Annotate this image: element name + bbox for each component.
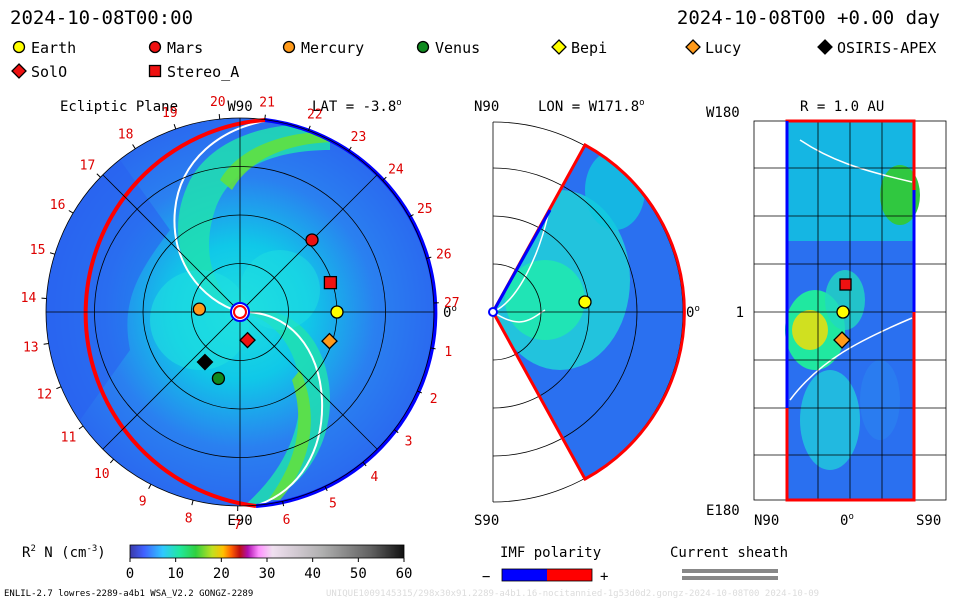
ecliptic-lat-label: LAT = -3.8o	[312, 98, 402, 115]
imf-polarity-legend: IMF polarity − +	[482, 545, 608, 585]
mars-ecliptic-marker	[306, 234, 318, 246]
meridional-panel: LON = W171.8o N90 S90 0o	[474, 98, 700, 529]
venus-ecliptic-marker	[212, 372, 224, 384]
imf-title: IMF polarity	[500, 545, 601, 561]
earth-legend-marker	[14, 42, 25, 53]
stereo-a-ecliptic-marker	[324, 277, 336, 289]
imf-positive-swatch	[547, 569, 592, 581]
sector-number: 4	[370, 470, 378, 485]
stereo-a-legend-label: Stereo_A	[167, 63, 239, 81]
osiris-apex-legend-label: OSIRIS-APEX	[837, 39, 936, 57]
stereo-a-legend-marker	[150, 66, 161, 77]
imf-plus: +	[600, 569, 608, 585]
sector-number: 6	[283, 513, 291, 528]
solo-legend-label: SolO	[31, 63, 67, 81]
sector-number: 24	[388, 162, 404, 177]
bodies-legend: Earth Mars Mercury Venus Bepi Lucy OSIRIS-APEX…	[12, 39, 936, 81]
colorbar-tick-label: 20	[213, 566, 230, 582]
meridional-density-map	[490, 140, 690, 485]
lucy-legend-label: Lucy	[705, 39, 741, 57]
bepi-legend-marker	[552, 40, 566, 54]
radial-earth-marker	[837, 306, 849, 318]
sector-number: 2	[430, 392, 438, 407]
date-left: 2024-10-08T00:00	[10, 7, 193, 29]
colorbar-tick-label: 0	[126, 566, 134, 582]
ecliptic-top-label: W90	[227, 99, 252, 115]
sector-number: 8	[185, 512, 193, 527]
sector-number: 1	[444, 345, 452, 360]
colorbar-tick-label: 50	[350, 566, 367, 582]
sector-number: 23	[351, 130, 367, 145]
sector-number: 17	[80, 159, 96, 174]
sector-number: 16	[50, 198, 66, 213]
footer-right: UNIQUE1009145315/298x30x91.2289-a4b1.16-…	[326, 589, 819, 599]
bepi-legend-label: Bepi	[571, 39, 607, 57]
radial-r-label: R = 1.0 AU	[800, 99, 884, 115]
current-sheath-legend: Current sheath	[670, 545, 788, 580]
meridional-earth-marker	[579, 296, 591, 308]
lucy-legend-marker	[686, 40, 700, 54]
radial-density-map	[785, 121, 920, 500]
sector-number: 19	[162, 106, 178, 121]
ecliptic-panel: Ecliptic Plane LAT = -3.8o W90 E90 0o	[21, 95, 460, 533]
sector-number: 13	[23, 340, 39, 355]
sector-number: 14	[21, 291, 37, 306]
sector-number: 27	[444, 296, 460, 311]
sheath-title: Current sheath	[670, 545, 788, 561]
sector-number: 15	[30, 243, 46, 258]
radial-stereo-a-marker	[840, 279, 851, 290]
meridional-right-label: 0o	[686, 304, 700, 321]
venus-legend-marker	[418, 42, 429, 53]
radial-x-left: N90	[754, 513, 779, 529]
imf-negative-swatch	[502, 569, 547, 581]
meridional-lon-label: LON = W171.8o	[538, 98, 645, 115]
radial-x-right: S90	[916, 513, 941, 529]
sector-number: 10	[94, 467, 110, 482]
colorbar-ticks: 0 10 20 30 40 50 60	[126, 558, 413, 582]
sector-number: 9	[139, 494, 147, 509]
mercury-legend-label: Mercury	[301, 39, 364, 57]
sector-number: 25	[417, 202, 433, 217]
colorbar-tick-label: 30	[259, 566, 276, 582]
radial-y-mid: 1	[736, 305, 744, 321]
colorbar-tick-label: 60	[396, 566, 413, 582]
radial-panel: R = 1.0 AU W180 1 E180 N90 0o S90	[706, 99, 946, 529]
colorbar-tick-label: 10	[167, 566, 184, 582]
sector-number: 5	[329, 497, 337, 512]
imf-minus: −	[482, 569, 490, 585]
earth-legend-label: Earth	[31, 39, 76, 57]
ecliptic-title: Ecliptic Plane	[60, 99, 178, 115]
radial-y-bottom: E180	[706, 503, 740, 519]
mars-legend-label: Mars	[167, 39, 203, 57]
mars-legend-marker	[150, 42, 161, 53]
footer-left: ENLIL-2.7 lowres-2289-a4b1 WSA_V2.2 GONG…	[4, 589, 253, 599]
meridional-bottom-label: S90	[474, 513, 499, 529]
radial-y-top: W180	[706, 105, 740, 121]
radial-grid	[754, 121, 946, 500]
sector-number: 18	[118, 128, 134, 143]
radial-x-mid: 0o	[840, 512, 854, 529]
sector-number: 7	[234, 518, 242, 533]
colorbar-label: R2 N (cm-3)	[22, 544, 106, 561]
osiris-apex-legend-marker	[818, 40, 832, 54]
sector-number: 26	[436, 248, 452, 263]
mercury-legend-marker	[284, 42, 295, 53]
sector-number: 20	[210, 95, 226, 110]
colorbar-tick-label: 40	[304, 566, 321, 582]
meridional-top-label: N90	[474, 99, 499, 115]
colorbar: R2 N (cm-3) 0 10 20 30 40 50 60	[22, 544, 412, 582]
sector-number: 22	[307, 108, 323, 123]
solo-legend-marker	[12, 64, 26, 78]
sector-number: 11	[61, 431, 77, 446]
venus-legend-label: Venus	[435, 39, 480, 57]
sun-core	[234, 306, 246, 318]
sector-number: 12	[37, 388, 53, 403]
earth-ecliptic-marker	[331, 306, 343, 318]
mercury-ecliptic-marker	[193, 303, 205, 315]
date-right: 2024-10-08T00 +0.00 day	[677, 7, 940, 29]
sector-number: 3	[405, 435, 413, 450]
sector-number: 21	[259, 96, 275, 111]
